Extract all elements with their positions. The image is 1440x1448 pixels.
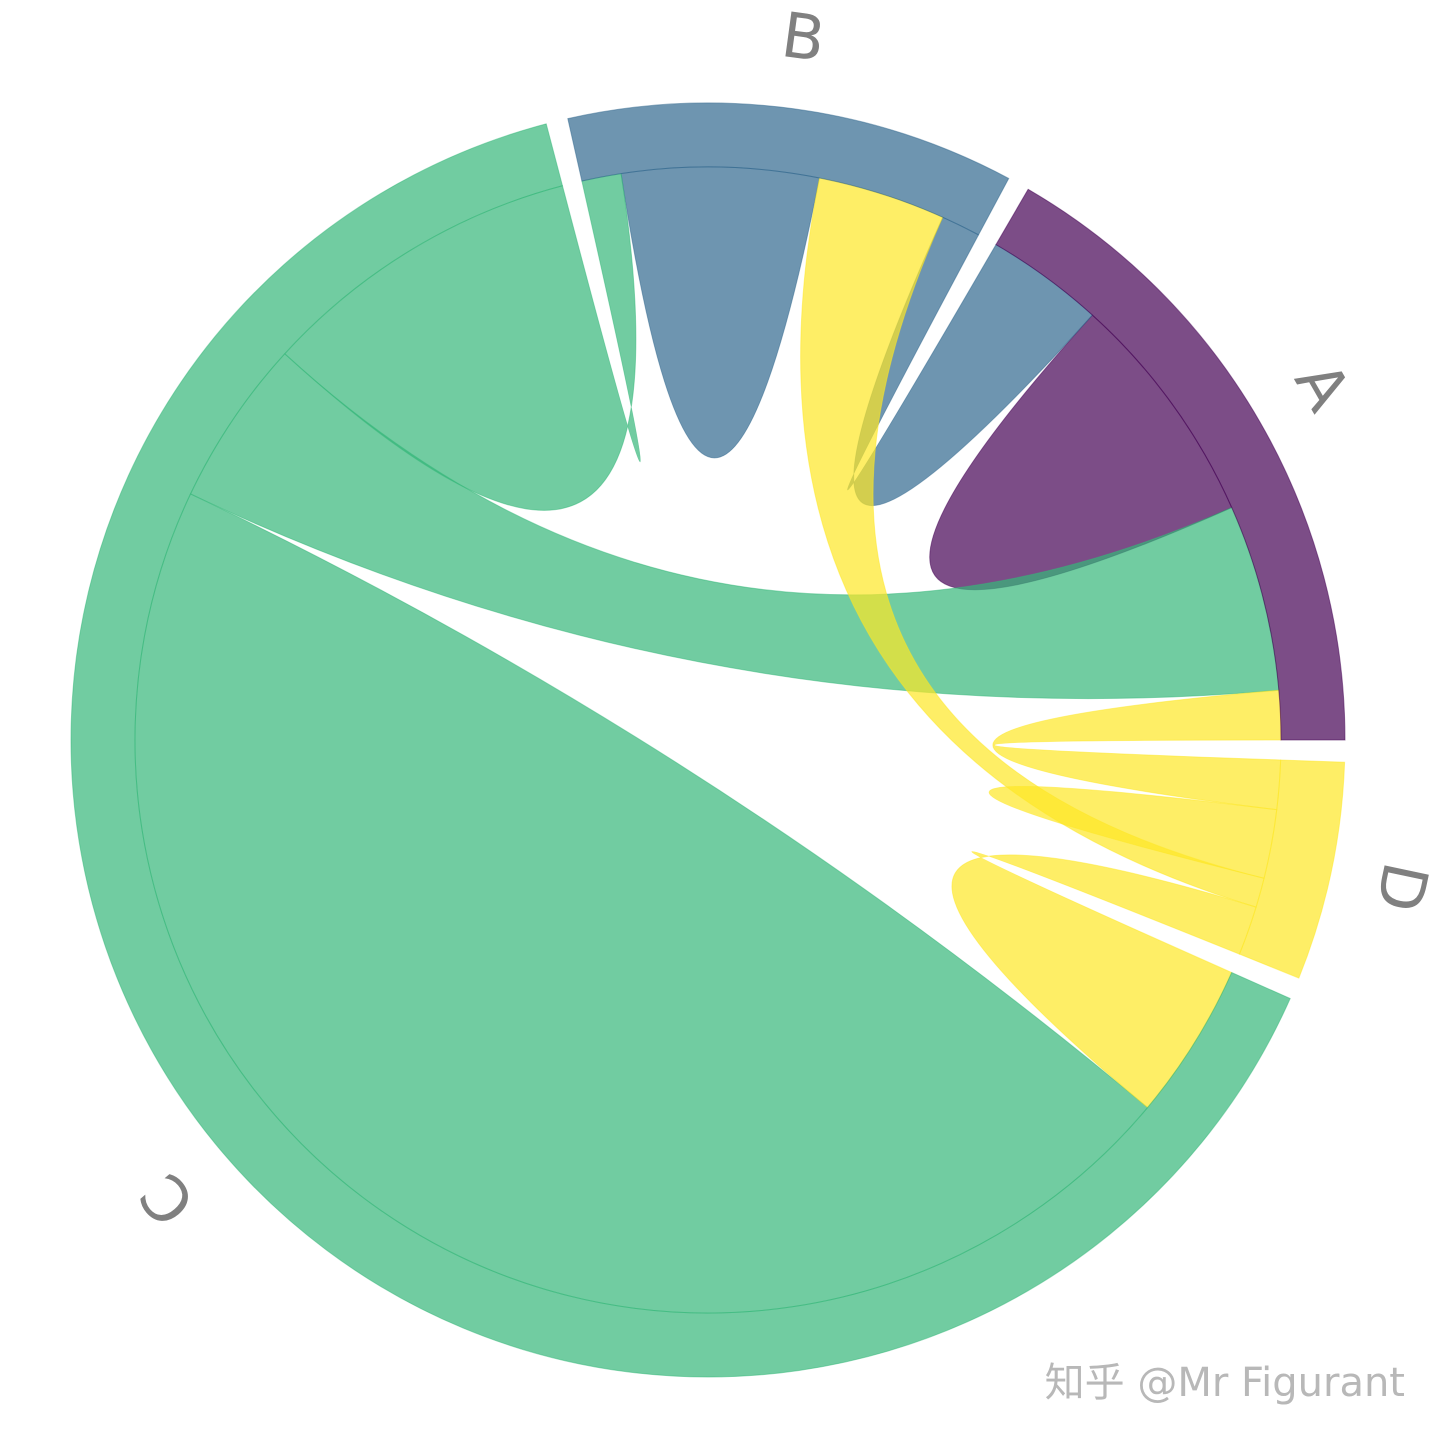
group-arc [995, 188, 1346, 741]
group-arc [70, 123, 1291, 1378]
group-label: A [1281, 350, 1365, 423]
ribbon [620, 166, 821, 459]
group-arc [1238, 759, 1346, 979]
ribbon [847, 216, 1094, 507]
watermark: 知乎 @Mr Figurant [1045, 1360, 1405, 1406]
group-label: C [126, 1160, 210, 1240]
group-label: D [1361, 856, 1440, 918]
group-arc [567, 102, 1010, 236]
ribbons [134, 166, 1282, 1314]
arcs [70, 102, 1346, 1378]
group-label: B [777, 0, 829, 76]
ribbon [800, 177, 1265, 908]
ribbon [951, 851, 1257, 1109]
